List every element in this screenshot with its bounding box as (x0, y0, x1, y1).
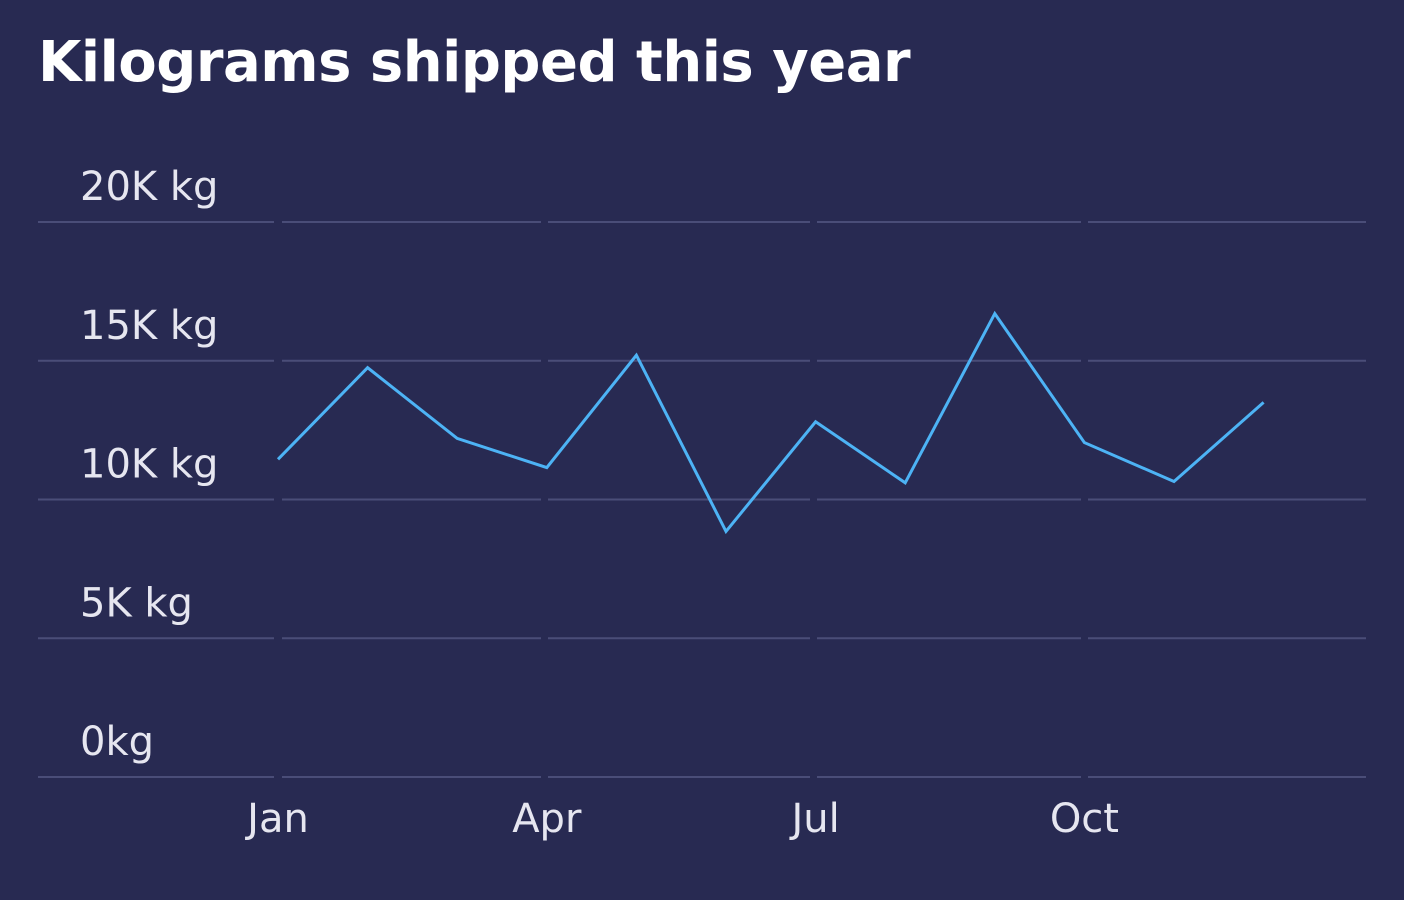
x-tick-label: Oct (1050, 796, 1119, 842)
y-tick-label: 20K kg (80, 164, 218, 210)
x-tick-label: Jul (788, 796, 839, 842)
series-line (276, 310, 1265, 535)
x-tick-label: Jan (244, 796, 309, 842)
y-tick-label: 0kg (80, 719, 154, 765)
y-tick-label: 5K kg (80, 580, 193, 626)
x-tick-label: Apr (512, 796, 582, 842)
y-tick-label: 15K kg (80, 303, 218, 349)
y-tick-label: 10K kg (80, 442, 218, 488)
chart-title: Kilograms shipped this year (38, 30, 911, 95)
